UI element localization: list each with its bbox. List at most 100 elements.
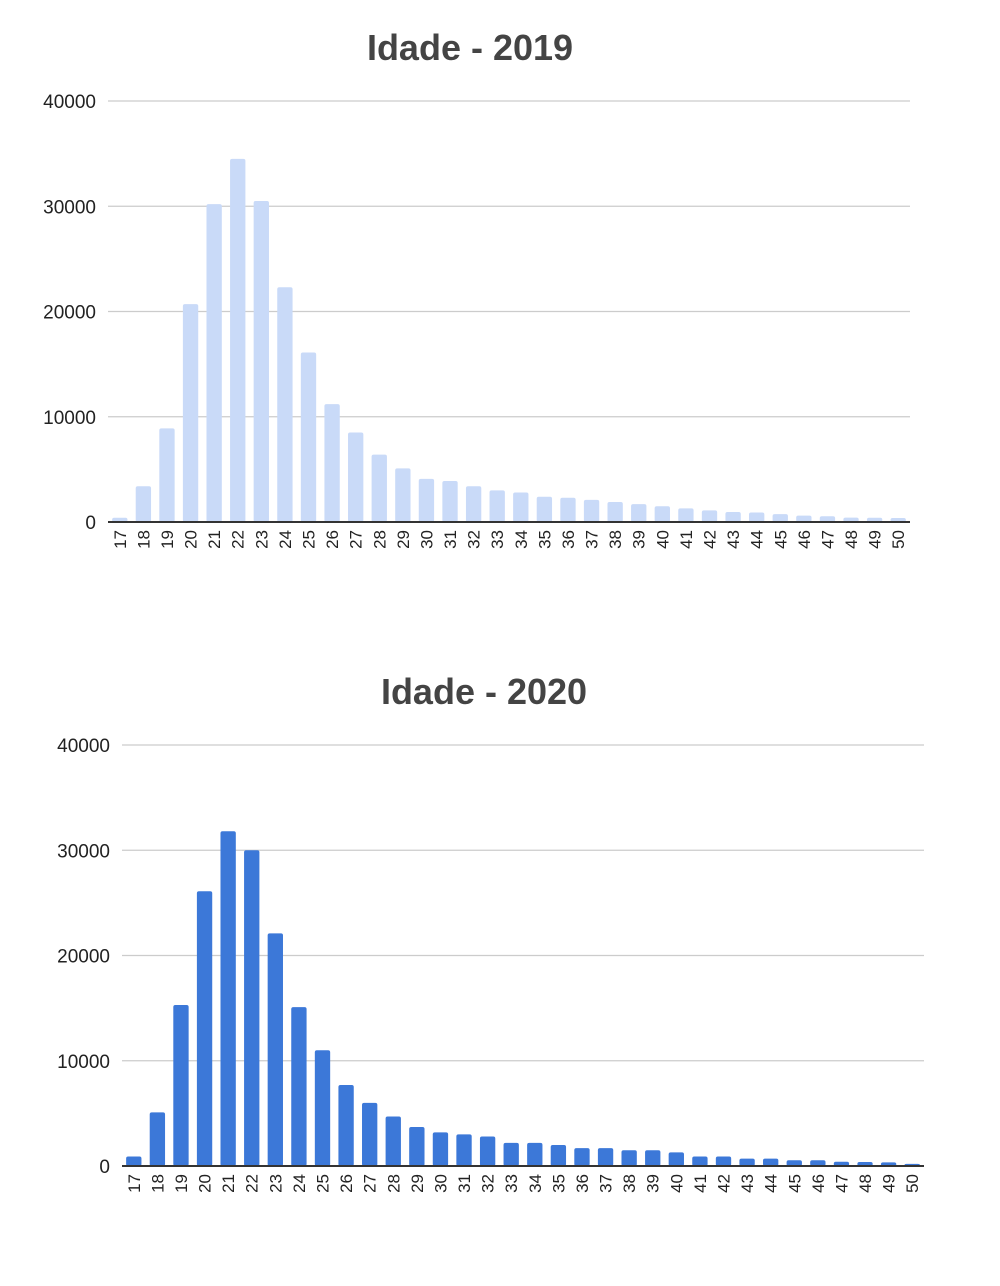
bar-46 [810, 1160, 826, 1166]
bar-41 [692, 1156, 708, 1166]
bar-32 [479, 1136, 496, 1166]
bar-22 [244, 850, 260, 1166]
x-tick-label: 50 [889, 530, 908, 549]
x-tick-label: 49 [880, 1174, 899, 1193]
x-tick-label: 30 [431, 1174, 450, 1193]
chart-title: Idade - 2020 [381, 671, 587, 712]
bar-21 [206, 204, 222, 522]
bar-34 [513, 492, 529, 522]
x-tick-label: 32 [465, 530, 484, 549]
x-tick-label: 28 [384, 1174, 403, 1193]
x-tick-label: 39 [630, 530, 649, 549]
bar-31 [456, 1134, 472, 1166]
bar-45 [772, 514, 788, 522]
x-tick-label: 44 [748, 530, 767, 549]
bar-17 [126, 1156, 142, 1166]
bar-44 [749, 512, 765, 522]
bar-26 [338, 1084, 354, 1166]
x-tick-label: 37 [597, 1174, 616, 1193]
x-tick-label: 21 [205, 530, 224, 549]
bar-36 [574, 1148, 590, 1166]
bar-37 [597, 1148, 614, 1166]
bar-43 [739, 1158, 755, 1166]
x-tick-label: 38 [620, 1174, 639, 1193]
bar-26 [324, 404, 340, 522]
x-tick-label: 29 [394, 530, 413, 549]
x-tick-label: 20 [196, 1174, 215, 1193]
bar-29 [409, 1127, 425, 1166]
x-tick-label: 43 [724, 530, 743, 549]
x-tick-label: 39 [644, 1174, 663, 1193]
bar-49 [866, 517, 883, 522]
bar-43 [725, 512, 741, 522]
x-tick-label: 20 [182, 530, 201, 549]
x-tick-label: 47 [832, 1174, 851, 1193]
bar-42 [701, 510, 718, 522]
x-tick-label: 31 [455, 1174, 474, 1193]
x-tick-label: 42 [715, 1174, 734, 1193]
x-tick-label: 37 [583, 530, 602, 549]
bar-40 [654, 506, 670, 522]
bar-31 [442, 480, 458, 522]
bar-39 [645, 1150, 661, 1166]
x-tick-label: 26 [337, 1174, 356, 1193]
x-tick-label: 35 [535, 530, 554, 549]
x-tick-label: 31 [441, 530, 460, 549]
x-tick-label: 22 [243, 1174, 262, 1193]
bar-36 [560, 497, 576, 522]
chart-idade-2019: Idade - 2019 0 10000 20000 30000 40000 17 18 19 2… [43, 27, 910, 549]
bar-37 [583, 499, 600, 522]
x-tick-label: 44 [762, 1174, 781, 1193]
bar-19 [159, 428, 175, 522]
x-tick-label: 27 [347, 530, 366, 549]
x-tick-label: 48 [856, 1174, 875, 1193]
y-tick-label: 0 [85, 513, 96, 534]
bar-34 [527, 1142, 543, 1166]
bar-40 [668, 1152, 684, 1166]
x-tick-label: 36 [573, 1174, 592, 1193]
bar-35 [550, 1144, 567, 1166]
bar-28 [371, 454, 387, 522]
bar-38 [621, 1150, 637, 1166]
x-tick-label: 38 [606, 530, 625, 549]
bar-21 [220, 831, 236, 1166]
bar-33 [489, 490, 505, 522]
bar-28 [385, 1116, 401, 1166]
x-tick-label: 36 [559, 530, 578, 549]
x-tick-label: 33 [488, 530, 507, 549]
x-tick-label: 18 [134, 530, 153, 549]
chart-idade-2020: Idade - 2020 0 10000 20000 30000 40000 17 18 19 2… [57, 671, 924, 1193]
x-tick-label: 24 [276, 530, 295, 549]
bar-48 [843, 517, 859, 522]
y-tick-label: 10000 [57, 1052, 110, 1073]
bar-27 [362, 1102, 378, 1166]
bar-33 [503, 1142, 519, 1166]
x-tick-label: 35 [549, 1174, 568, 1193]
x-tick-label: 46 [795, 530, 814, 549]
y-tick-label: 40000 [43, 92, 96, 113]
bar-30 [418, 478, 435, 522]
x-tick-label: 25 [314, 1174, 333, 1193]
x-tick-label: 19 [158, 530, 177, 549]
bar-29 [395, 468, 411, 522]
bar-35 [536, 496, 553, 522]
bar-20 [182, 304, 199, 522]
bar-17 [112, 517, 128, 522]
bar-47 [833, 1161, 850, 1166]
x-tick-label: 34 [512, 530, 531, 549]
x-tick-label: 17 [125, 1174, 144, 1193]
x-tick-label: 30 [417, 530, 436, 549]
x-tick-label: 32 [479, 1174, 498, 1193]
x-tick-label: 28 [370, 530, 389, 549]
bar-18 [135, 486, 152, 522]
x-tick-label: 25 [300, 530, 319, 549]
x-tick-label: 34 [526, 1174, 545, 1193]
x-tick-label: 24 [290, 1174, 309, 1193]
bar-47 [819, 516, 836, 522]
x-tick-label: 26 [323, 530, 342, 549]
y-tick-label: 10000 [43, 408, 96, 429]
x-tick-label: 48 [842, 530, 861, 549]
bar-19 [173, 1004, 189, 1166]
x-tick-label: 23 [252, 530, 271, 549]
bar-23 [267, 933, 283, 1166]
